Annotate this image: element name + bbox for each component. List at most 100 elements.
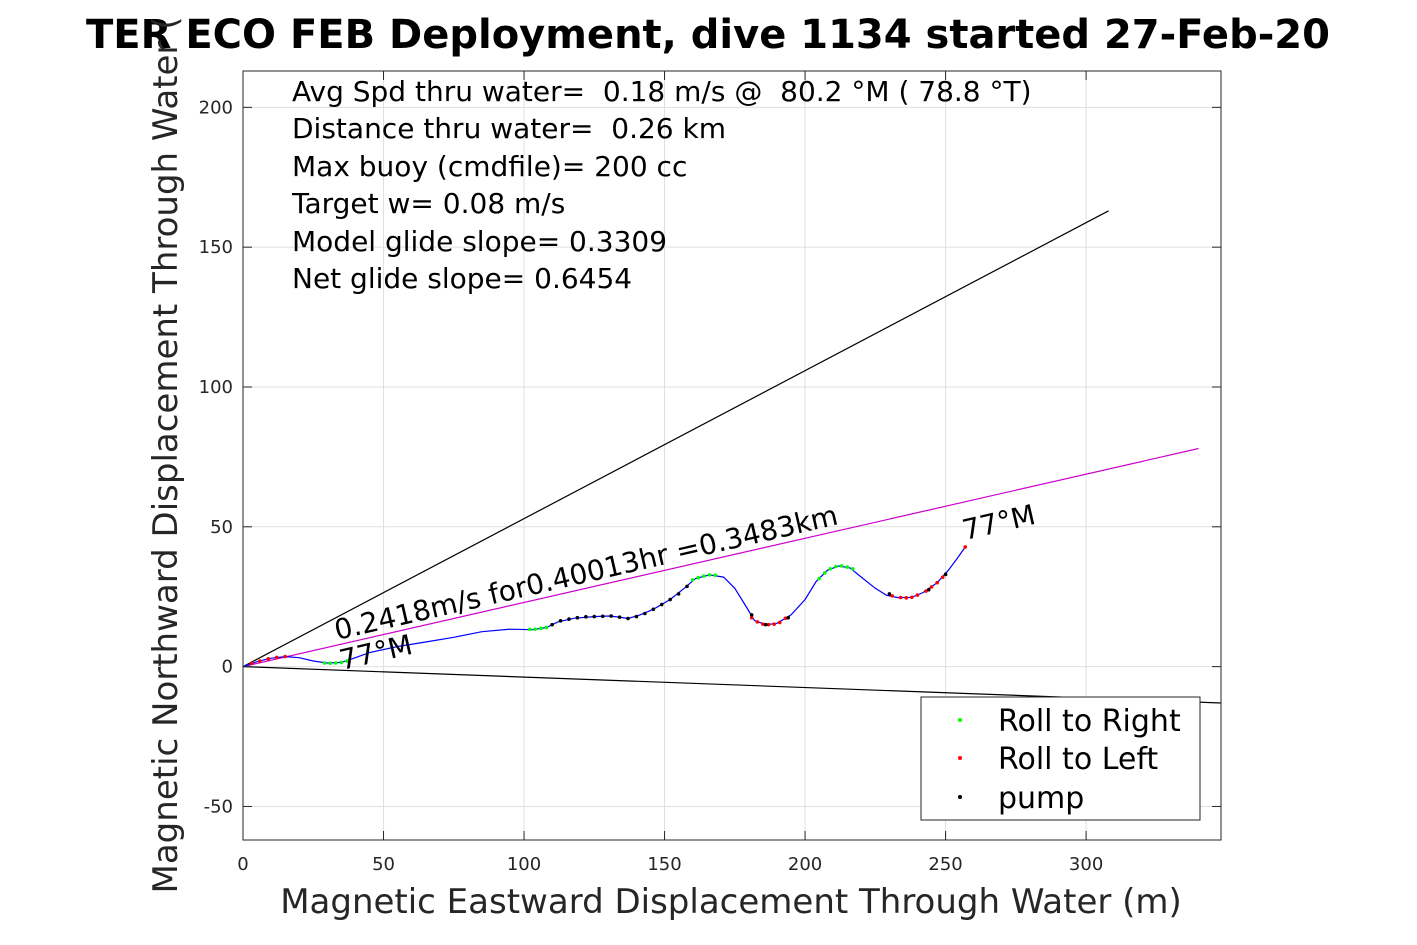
roll-right-marker — [839, 564, 844, 568]
roll-left-marker — [924, 589, 928, 593]
roll-left-marker — [963, 545, 968, 549]
roll-left-marker — [935, 580, 939, 585]
roll-left-marker — [898, 595, 903, 600]
legend-marker-roll-left — [958, 756, 962, 760]
roll-right-marker — [822, 571, 827, 575]
pump-marker — [634, 614, 639, 619]
roll-right-marker — [713, 573, 717, 577]
roll-left-marker — [777, 620, 782, 625]
grid — [242, 71, 1221, 840]
roll-right-marker — [333, 661, 338, 665]
y-tick-label: 0 — [222, 657, 233, 678]
info-max-buoy: Max buoy (cmdfile)= 200 cc — [292, 150, 687, 183]
roll-right-marker — [851, 566, 855, 571]
x-tick-label: 250 — [928, 854, 962, 875]
y-tick-label: -50 — [204, 796, 233, 817]
pump-marker — [749, 613, 754, 617]
pump-marker — [763, 622, 768, 627]
roll-left-marker — [904, 596, 909, 600]
roll-right-marker — [345, 659, 349, 663]
pump-marker — [575, 615, 580, 620]
roll-right-marker — [845, 565, 850, 569]
roll-left-marker — [929, 585, 934, 589]
roll-left-marker — [910, 595, 914, 600]
legend-marker-roll-right — [958, 718, 962, 722]
info-avg-speed: Avg Spd thru water= 0.18 m/s @ 80.2 °M (… — [292, 75, 1032, 108]
heading-bound-upper-line — [242, 210, 1109, 668]
pump-marker — [592, 614, 597, 619]
roll-left-marker — [274, 655, 279, 660]
x-tick-label: 100 — [507, 854, 541, 875]
markers-layer — [249, 545, 968, 666]
roll-right-marker — [817, 576, 821, 581]
legend: Roll to Right Roll to Left pump — [920, 696, 1201, 821]
y-axis-label: Magnetic Northward Displacement Through … — [146, 17, 186, 894]
roll-right-marker — [702, 574, 706, 578]
info-target-w: Target w= 0.08 m/s — [291, 187, 565, 220]
roll-left-marker — [940, 575, 945, 579]
chart-title: TER ECO FEB Deployment, dive 1134 starte… — [86, 12, 1330, 58]
pump-marker — [550, 622, 554, 627]
roll-right-marker — [527, 627, 532, 632]
roll-right-marker — [322, 661, 327, 665]
legend-label-roll-right: Roll to Right — [998, 704, 1181, 739]
net-heading-line — [242, 447, 1199, 668]
x-tick-label: 50 — [372, 854, 395, 875]
roll-right-marker — [696, 575, 701, 580]
x-tick-label: 150 — [647, 854, 681, 875]
roll-right-marker — [339, 660, 344, 665]
y-tick-label: 100 — [199, 377, 233, 398]
roll-left-marker — [283, 654, 287, 659]
x-axis-label: Magnetic Eastward Displacement Through W… — [280, 882, 1182, 922]
roll-left-marker — [266, 656, 271, 661]
x-tick-label: 200 — [788, 854, 822, 875]
roll-right-marker — [828, 566, 833, 571]
pump-marker — [584, 615, 588, 619]
pump-marker — [943, 572, 948, 577]
roll-right-marker — [328, 661, 332, 666]
pump-marker — [668, 597, 672, 602]
pump-marker — [609, 614, 613, 618]
legend-label-pump: pump — [998, 781, 1084, 816]
info-text: Avg Spd thru water= 0.18 m/s @ 80.2 °M (… — [291, 75, 1032, 295]
roll-left-marker — [890, 594, 894, 598]
roll-left-marker — [915, 593, 920, 597]
y-tick-label: 50 — [210, 517, 233, 538]
roll-left-marker — [761, 622, 765, 626]
roll-left-marker — [772, 622, 776, 626]
pump-marker — [626, 616, 630, 621]
roll-right-marker — [539, 626, 543, 631]
pump-marker — [659, 602, 664, 607]
y-tick-label: 200 — [199, 97, 233, 118]
roll-right-marker — [834, 564, 838, 569]
roll-left-marker — [749, 615, 754, 620]
pump-marker — [600, 614, 605, 619]
pump-marker — [786, 615, 791, 620]
legend-box — [920, 696, 1201, 821]
roll-right-marker — [707, 573, 712, 577]
roll-left-marker — [766, 622, 771, 627]
pump-marker — [685, 584, 689, 589]
x-tick-label: 300 — [1069, 854, 1103, 875]
pump-marker — [926, 587, 931, 592]
roll-left-marker — [249, 661, 254, 666]
roll-right-marker — [533, 627, 538, 631]
roll-left-marker — [783, 616, 788, 621]
pump-marker — [887, 592, 892, 596]
info-model-glide: Model glide slope= 0.3309 — [292, 225, 667, 258]
ticks: 0 50 100 150 200 250 300 -50 0 50 100 150 200 — [199, 71, 1221, 875]
pump-marker — [617, 615, 622, 619]
roll-left-marker — [258, 659, 262, 663]
pump-marker — [676, 592, 681, 596]
roll-right-marker — [544, 625, 549, 630]
pump-marker — [567, 617, 571, 621]
y-tick-label: 150 — [199, 237, 233, 258]
roll-left-marker — [755, 620, 760, 624]
pump-marker — [558, 618, 563, 623]
legend-label-roll-left: Roll to Left — [998, 742, 1158, 777]
legend-marker-pump — [958, 795, 962, 799]
pump-marker — [651, 607, 656, 612]
roll-right-marker — [690, 578, 695, 582]
axes-box — [242, 70, 1222, 841]
